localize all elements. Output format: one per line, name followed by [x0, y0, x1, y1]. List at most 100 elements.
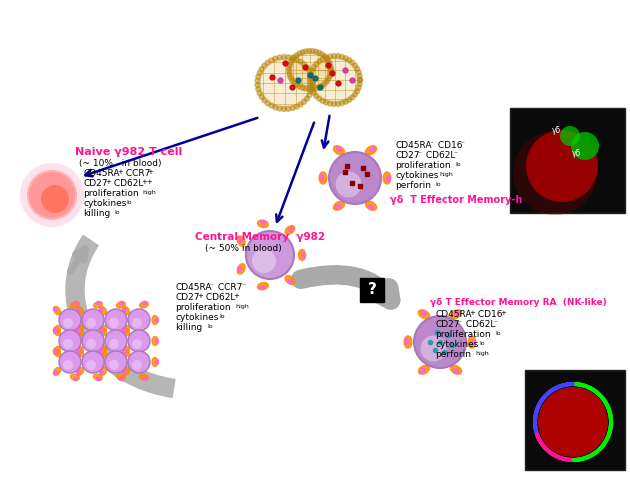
- Ellipse shape: [120, 357, 123, 359]
- Ellipse shape: [71, 374, 79, 380]
- Text: lo: lo: [219, 314, 225, 319]
- Circle shape: [282, 107, 287, 111]
- Circle shape: [316, 50, 321, 55]
- Ellipse shape: [238, 267, 241, 272]
- Text: ⁻: ⁻: [460, 139, 464, 148]
- Text: lo: lo: [114, 210, 120, 215]
- Circle shape: [310, 87, 315, 91]
- Ellipse shape: [122, 347, 130, 355]
- Ellipse shape: [404, 338, 408, 344]
- Ellipse shape: [71, 323, 79, 329]
- Ellipse shape: [77, 328, 80, 332]
- Text: CD45RA: CD45RA: [83, 169, 120, 178]
- Text: lo: lo: [455, 162, 461, 167]
- Text: high: high: [475, 351, 489, 356]
- Circle shape: [300, 85, 305, 90]
- Ellipse shape: [142, 357, 147, 359]
- Ellipse shape: [120, 322, 123, 326]
- Ellipse shape: [129, 337, 135, 346]
- Text: proliferation: proliferation: [435, 330, 491, 339]
- Ellipse shape: [54, 327, 60, 336]
- Circle shape: [63, 318, 73, 328]
- Circle shape: [320, 57, 325, 62]
- Circle shape: [420, 336, 447, 361]
- Ellipse shape: [129, 358, 135, 367]
- Circle shape: [331, 54, 336, 58]
- Text: +: +: [147, 169, 153, 175]
- Text: γδ  T Effector Memory-h: γδ T Effector Memory-h: [390, 195, 522, 205]
- Circle shape: [260, 66, 264, 72]
- Ellipse shape: [418, 365, 430, 374]
- Text: high: high: [235, 304, 249, 309]
- Circle shape: [109, 318, 119, 328]
- Text: lo: lo: [126, 200, 132, 205]
- Ellipse shape: [54, 347, 60, 355]
- Text: lo: lo: [435, 182, 440, 187]
- Circle shape: [308, 83, 313, 88]
- Ellipse shape: [129, 315, 135, 325]
- Circle shape: [246, 231, 294, 279]
- Ellipse shape: [404, 336, 412, 348]
- Circle shape: [82, 330, 104, 352]
- Ellipse shape: [285, 276, 295, 284]
- Ellipse shape: [120, 336, 123, 339]
- Ellipse shape: [54, 368, 60, 375]
- Circle shape: [340, 54, 345, 59]
- Ellipse shape: [77, 371, 80, 374]
- Ellipse shape: [140, 353, 148, 359]
- Circle shape: [357, 81, 362, 87]
- Circle shape: [105, 351, 127, 373]
- Circle shape: [105, 309, 127, 331]
- Circle shape: [538, 387, 608, 457]
- Circle shape: [353, 92, 357, 97]
- Text: γδ: γδ: [552, 126, 561, 135]
- Circle shape: [353, 63, 357, 68]
- Circle shape: [343, 99, 348, 104]
- Text: CD62L: CD62L: [423, 151, 455, 160]
- Circle shape: [265, 101, 270, 106]
- Ellipse shape: [289, 227, 294, 231]
- Circle shape: [356, 70, 361, 75]
- FancyBboxPatch shape: [360, 278, 384, 302]
- Ellipse shape: [110, 360, 113, 364]
- Ellipse shape: [140, 332, 148, 338]
- Circle shape: [319, 52, 324, 57]
- Ellipse shape: [117, 344, 125, 350]
- Circle shape: [109, 339, 119, 349]
- Ellipse shape: [365, 146, 377, 155]
- Circle shape: [257, 91, 262, 96]
- Text: CD45RA: CD45RA: [435, 310, 471, 319]
- Circle shape: [297, 51, 302, 56]
- Circle shape: [307, 87, 312, 91]
- Ellipse shape: [333, 146, 345, 155]
- Ellipse shape: [100, 347, 106, 355]
- Text: CD62L: CD62L: [463, 320, 495, 329]
- Ellipse shape: [100, 326, 106, 334]
- Ellipse shape: [421, 311, 427, 315]
- Ellipse shape: [76, 306, 84, 315]
- Ellipse shape: [117, 374, 125, 380]
- Circle shape: [288, 75, 293, 80]
- Ellipse shape: [122, 348, 130, 357]
- Text: cytokines: cytokines: [83, 199, 127, 208]
- Ellipse shape: [285, 226, 295, 234]
- Text: ?: ?: [367, 282, 377, 297]
- Circle shape: [328, 71, 333, 76]
- Ellipse shape: [106, 358, 112, 367]
- Text: +: +: [197, 293, 203, 299]
- Ellipse shape: [336, 146, 341, 151]
- Ellipse shape: [76, 348, 84, 357]
- Ellipse shape: [96, 322, 101, 326]
- Ellipse shape: [76, 327, 84, 336]
- Ellipse shape: [110, 318, 113, 322]
- Ellipse shape: [132, 360, 135, 364]
- Circle shape: [294, 53, 299, 58]
- Circle shape: [314, 62, 319, 66]
- Circle shape: [82, 309, 104, 331]
- Circle shape: [262, 63, 267, 68]
- Circle shape: [63, 360, 73, 370]
- Ellipse shape: [86, 339, 89, 343]
- Ellipse shape: [122, 306, 130, 315]
- Circle shape: [571, 132, 599, 160]
- Circle shape: [329, 152, 381, 204]
